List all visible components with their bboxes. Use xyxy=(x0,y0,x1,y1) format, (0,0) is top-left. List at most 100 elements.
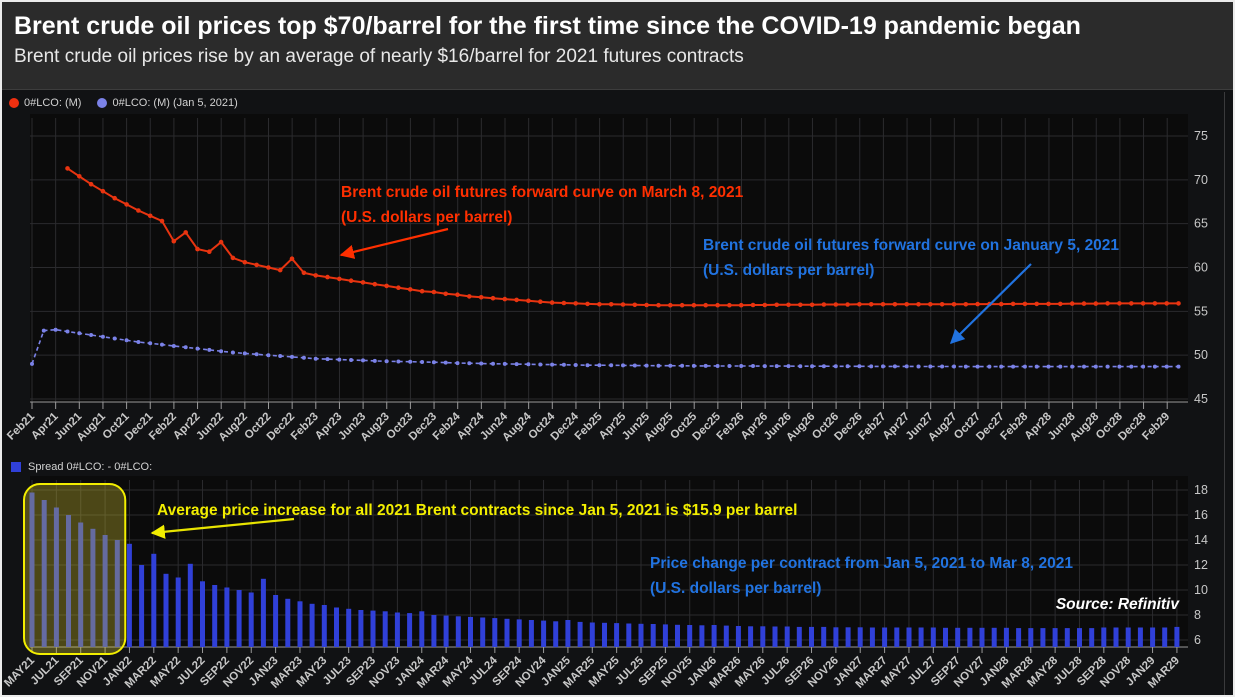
spread-bar xyxy=(151,554,156,647)
legend-label-spread: Spread 0#LCO: - 0#LCO: xyxy=(28,461,152,473)
spread-bar xyxy=(492,618,497,647)
spread-bar xyxy=(1101,628,1106,648)
spread-bar xyxy=(517,619,522,647)
bottom-y-tick-label: 14 xyxy=(1194,533,1208,547)
spread-bar xyxy=(663,624,668,647)
spread-bar xyxy=(614,623,619,647)
spread-bar xyxy=(1126,628,1131,648)
spread-bar xyxy=(1028,628,1033,647)
spread-series-marker-icon xyxy=(11,462,21,472)
spread-bar xyxy=(1089,628,1094,647)
spread-bar xyxy=(699,625,704,647)
annotation-january-curve-line2: (U.S. dollars per barrel) xyxy=(703,258,1119,283)
spread-bar xyxy=(505,619,510,647)
top-y-tick-label: 75 xyxy=(1194,129,1208,143)
annotation-price-change-line2: (U.S. dollars per barrel) xyxy=(650,576,1073,601)
bottom-y-tick-label: 16 xyxy=(1194,508,1208,522)
spread-bar xyxy=(431,615,436,647)
top-x-tick-label: Feb29 xyxy=(1140,411,1172,443)
spread-bar xyxy=(1162,628,1167,648)
spread-bar xyxy=(249,593,254,648)
spread-bar xyxy=(480,618,485,648)
spread-bar xyxy=(1065,628,1070,647)
spread-bar xyxy=(298,601,303,647)
legend-label-red-series: 0#LCO: (M) xyxy=(24,97,81,109)
spread-bar xyxy=(907,628,912,648)
spread-bar xyxy=(1114,628,1119,648)
spread-bar xyxy=(931,628,936,648)
bottom-y-tick-label: 12 xyxy=(1194,558,1208,572)
bottom-y-tick-label: 8 xyxy=(1194,608,1201,622)
top-y-tick-label: 55 xyxy=(1194,304,1208,318)
spread-bar xyxy=(322,605,327,647)
spread-bar xyxy=(468,617,473,647)
legend-label-blue-series: 0#LCO: (M) (Jan 5, 2021) xyxy=(112,97,237,109)
top-chart-legend: 0#LCO: (M) 0#LCO: (M) (Jan 5, 2021) xyxy=(9,97,238,109)
spread-bar xyxy=(651,624,656,647)
spread-bar xyxy=(967,628,972,647)
spread-bar xyxy=(346,609,351,647)
spread-bar xyxy=(858,627,863,647)
spread-bar xyxy=(639,624,644,647)
spread-bar xyxy=(846,627,851,647)
spread-bar xyxy=(590,623,595,648)
spread-bar xyxy=(687,625,692,647)
top-y-tick-label: 60 xyxy=(1194,261,1208,275)
spread-bar xyxy=(797,627,802,647)
spread-bar xyxy=(955,628,960,647)
spread-bar xyxy=(565,620,570,647)
bottom-y-tick-label: 18 xyxy=(1194,483,1208,497)
top-y-tick-label: 45 xyxy=(1194,392,1208,406)
spread-bar xyxy=(139,565,144,647)
spread-bar xyxy=(212,585,217,647)
spread-bar xyxy=(894,628,899,648)
spread-bar xyxy=(1077,628,1082,647)
bottom-y-tick-label: 6 xyxy=(1194,633,1201,647)
spread-bar xyxy=(1138,628,1143,648)
spread-bar xyxy=(358,610,363,647)
spread-bar xyxy=(870,628,875,648)
spread-bar xyxy=(736,626,741,647)
spread-bar xyxy=(200,581,205,647)
bottom-x-tick-label: MAY21 xyxy=(2,654,37,689)
spread-bar xyxy=(273,595,278,647)
spread-bar xyxy=(541,621,546,647)
spread-bar xyxy=(1174,627,1179,647)
bottom-chart-legend: Spread 0#LCO: - 0#LCO: xyxy=(11,461,152,473)
spread-bar xyxy=(602,623,607,647)
spread-bar xyxy=(1004,628,1009,647)
spread-bar xyxy=(578,622,583,647)
spread-bar xyxy=(553,621,558,647)
spread-bar xyxy=(127,544,132,647)
spread-bar xyxy=(882,628,887,648)
top-y-tick-label: 50 xyxy=(1194,348,1208,362)
spread-bar xyxy=(456,616,461,647)
spread-bar xyxy=(1040,628,1045,647)
spread-bar xyxy=(821,627,826,647)
spread-bar xyxy=(833,627,838,647)
spread-bar xyxy=(395,613,400,648)
annotation-january-curve-line1: Brent crude oil futures forward curve on… xyxy=(703,233,1119,258)
spread-bar xyxy=(712,625,717,647)
spread-bar xyxy=(1053,628,1058,647)
bottom-y-tick-label: 10 xyxy=(1194,583,1208,597)
spread-bar xyxy=(444,616,449,647)
source-credit: Source: Refinitiv xyxy=(1056,596,1179,614)
spread-bar xyxy=(261,579,266,647)
annotation-price-change-line1: Price change per contract from Jan 5, 20… xyxy=(650,551,1073,576)
spread-bar xyxy=(943,628,948,647)
spread-bar xyxy=(760,626,765,647)
spread-bar xyxy=(919,628,924,648)
spread-bar xyxy=(237,590,242,647)
spread-bar xyxy=(529,620,534,647)
spread-bar xyxy=(724,626,729,647)
spread-bar xyxy=(371,611,376,647)
spread-bar xyxy=(285,599,290,647)
spread-bar xyxy=(626,624,631,648)
annotation-price-change: Price change per contract from Jan 5, 20… xyxy=(650,551,1073,601)
annotation-march-curve: Brent crude oil futures forward curve on… xyxy=(341,180,743,230)
spread-bar xyxy=(809,627,814,647)
spread-bar xyxy=(785,627,790,648)
2021-contracts-highlight xyxy=(24,484,125,654)
top-y-tick-label: 65 xyxy=(1194,217,1208,231)
